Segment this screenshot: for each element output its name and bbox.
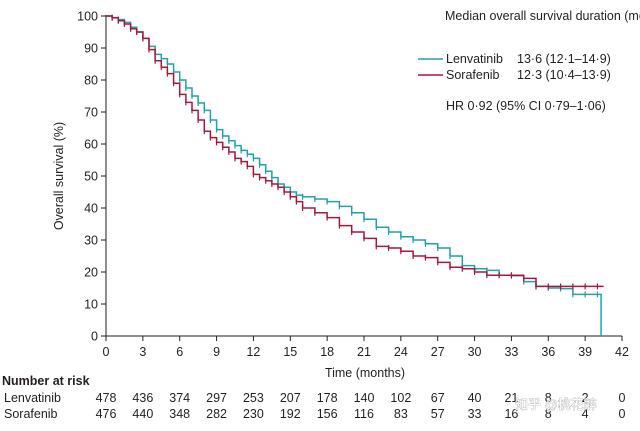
x-tick-label: 6 <box>176 345 183 359</box>
risk-count-sorafenib: 4 <box>582 407 589 421</box>
risk-count-lenvatinib: 40 <box>468 391 482 405</box>
x-tick-label: 18 <box>320 345 334 359</box>
risk-count-lenvatinib: 253 <box>243 391 264 405</box>
risk-count-lenvatinib: 436 <box>132 391 153 405</box>
risk-count-sorafenib: 16 <box>504 407 518 421</box>
legend-value-sorafenib: 12·3 (10·4–13·9) <box>517 68 611 82</box>
y-tick-label: 70 <box>84 106 98 120</box>
risk-count-sorafenib: 282 <box>206 407 227 421</box>
risk-row-label-sorafenib: Sorafenib <box>4 407 58 421</box>
y-axis-title: Overall survival (%) <box>52 122 66 230</box>
risk-count-sorafenib: 476 <box>96 407 117 421</box>
y-tick-label: 50 <box>84 170 98 184</box>
legend: Median overall survival duration (months… <box>418 9 640 113</box>
risk-table-title: Number at risk <box>2 374 90 388</box>
legend-title: Median overall survival duration (months… <box>445 9 640 23</box>
y-tick-label: 100 <box>77 10 98 24</box>
risk-count-sorafenib: 156 <box>317 407 338 421</box>
watermark-text: 知乎 @桃花醉 <box>515 397 597 412</box>
y-tick-label: 40 <box>84 202 98 216</box>
risk-count-lenvatinib: 297 <box>206 391 227 405</box>
x-tick-label: 0 <box>103 345 110 359</box>
risk-count-sorafenib: 192 <box>280 407 301 421</box>
y-tick-label: 0 <box>91 330 98 344</box>
x-tick-label: 30 <box>468 345 482 359</box>
risk-count-sorafenib: 440 <box>132 407 153 421</box>
risk-count-lenvatinib: 102 <box>390 391 411 405</box>
x-tick-label: 42 <box>615 345 629 359</box>
legend-label-sorafenib: Sorafenib <box>446 68 500 82</box>
x-tick-label: 3 <box>139 345 146 359</box>
risk-count-lenvatinib: 374 <box>169 391 190 405</box>
x-tick-label: 39 <box>578 345 592 359</box>
risk-count-sorafenib: 33 <box>468 407 482 421</box>
risk-count-lenvatinib: 207 <box>280 391 301 405</box>
risk-count-lenvatinib: 67 <box>431 391 445 405</box>
risk-count-lenvatinib: 140 <box>354 391 375 405</box>
risk-count-sorafenib: 230 <box>243 407 264 421</box>
risk-count-sorafenib: 0 <box>619 407 626 421</box>
x-tick-label: 9 <box>213 345 220 359</box>
legend-label-lenvatinib: Lenvatinib <box>446 52 503 66</box>
x-tick-label: 33 <box>504 345 518 359</box>
risk-count-lenvatinib: 0 <box>619 391 626 405</box>
risk-row-label-lenvatinib: Lenvatinib <box>4 391 61 405</box>
risk-count-sorafenib: 116 <box>354 407 374 421</box>
risk-count-lenvatinib: 178 <box>317 391 338 405</box>
y-tick-label: 90 <box>84 42 98 56</box>
x-tick-label: 12 <box>246 345 260 359</box>
x-tick-label: 15 <box>283 345 297 359</box>
x-tick-label: 24 <box>394 345 408 359</box>
x-tick-label: 21 <box>357 345 371 359</box>
x-axis-title: Time (months) <box>325 366 405 380</box>
hazard-ratio-text: HR 0·92 (95% CI 0·79–1·06) <box>446 99 606 113</box>
risk-count-sorafenib: 57 <box>431 407 445 421</box>
risk-count-sorafenib: 83 <box>394 407 408 421</box>
risk-count-lenvatinib: 478 <box>96 391 117 405</box>
risk-count-sorafenib: 8 <box>545 407 552 421</box>
risk-count-sorafenib: 348 <box>169 407 190 421</box>
y-tick-label: 30 <box>84 234 98 248</box>
x-tick-label: 36 <box>541 345 555 359</box>
x-tick-label: 27 <box>431 345 445 359</box>
y-tick-label: 20 <box>84 266 98 280</box>
risk-count-lenvatinib: 8 <box>545 391 552 405</box>
risk-table: Number at risk Lenvatinib Sorafenib 478 4… <box>2 374 626 421</box>
risk-count-lenvatinib: 2 <box>582 391 589 405</box>
risk-count-lenvatinib: 21 <box>504 391 518 405</box>
y-tick-label: 60 <box>84 138 98 152</box>
y-tick-label: 80 <box>84 74 98 88</box>
y-tick-label: 10 <box>84 298 98 312</box>
series-layer <box>106 14 604 336</box>
legend-value-lenvatinib: 13·6 (12·1–14·9) <box>517 52 611 66</box>
